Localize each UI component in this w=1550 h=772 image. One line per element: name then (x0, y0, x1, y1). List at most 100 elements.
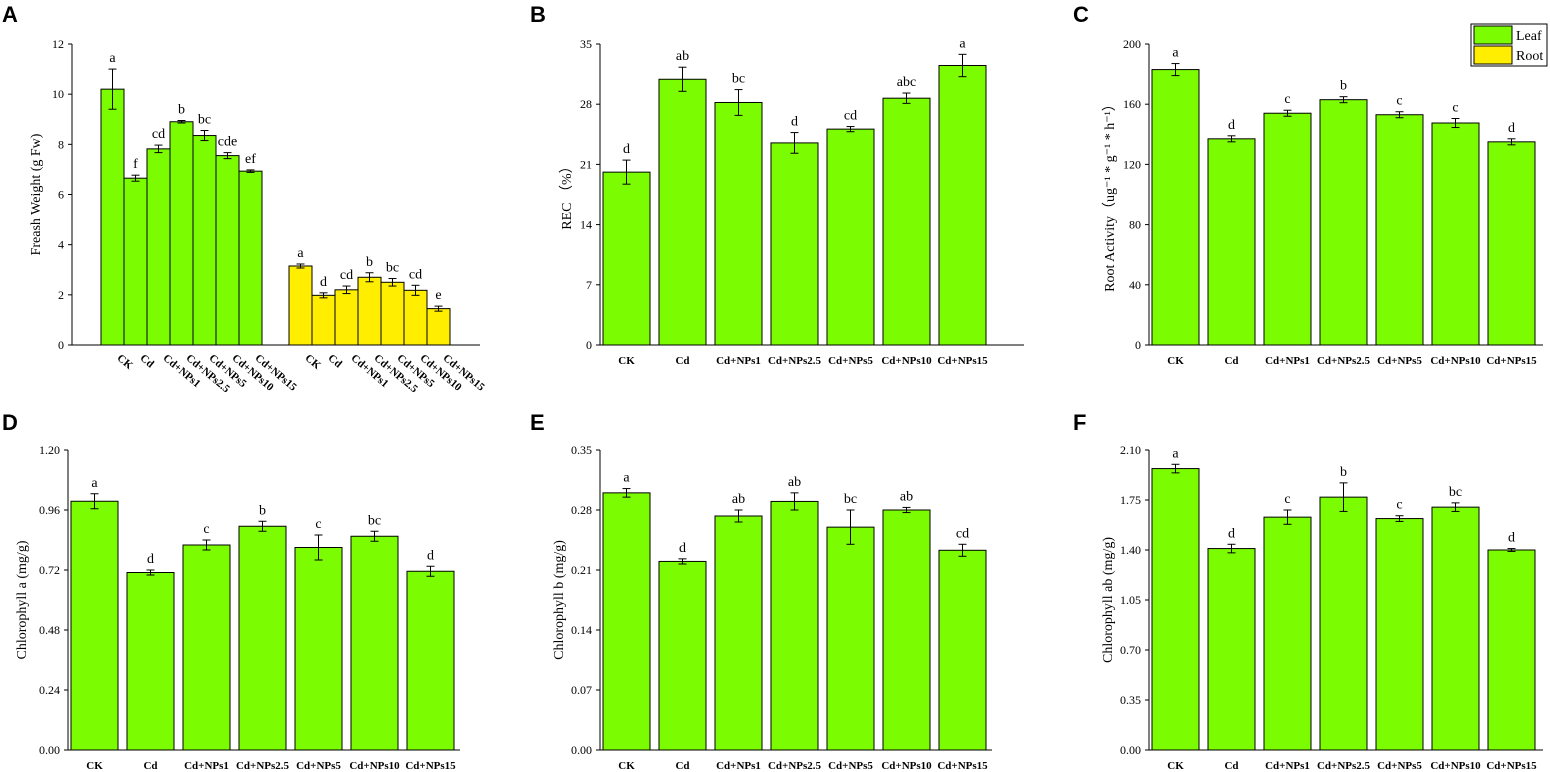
x-tick-label: Cd (143, 760, 157, 772)
x-tick-label: CK (86, 760, 103, 772)
x-tick-label: Cd+NPs5 (296, 760, 341, 772)
y-tick-label: 2.10 (1120, 443, 1141, 457)
bar (1375, 518, 1424, 751)
y-tick-label: 12 (52, 37, 64, 51)
y-tick-label: 0.28 (571, 503, 592, 517)
bar (1375, 114, 1424, 346)
significance-letter: c (1284, 492, 1290, 507)
x-tick-label: Cd (675, 355, 689, 367)
significance-letter: bc (1449, 485, 1462, 500)
x-tick-label: Cd+NPs2.5 (1317, 760, 1371, 772)
significance-letter: b (1340, 79, 1347, 94)
bar (123, 177, 148, 346)
y-tick-label: 0.72 (39, 563, 60, 577)
significance-letter: ab (900, 489, 913, 504)
x-tick-label: Cd+NPs5 (1377, 355, 1422, 367)
significance-letter: ef (245, 152, 256, 167)
x-tick-label: Cd+NPs15 (1486, 355, 1537, 367)
y-tick-label: 0.21 (571, 563, 592, 577)
x-tick-label: Cd (1224, 355, 1238, 367)
bar (70, 500, 119, 751)
x-tick-label: Cd+NPs2.5 (1317, 355, 1371, 367)
y-tick-label: 0.96 (39, 503, 60, 517)
panel-label: F (1073, 410, 1086, 435)
legend-swatch (1473, 25, 1513, 45)
bar (406, 570, 455, 751)
significance-letter: ab (788, 475, 801, 490)
x-tick-label: Cd (675, 760, 689, 772)
significance-letter: c (1452, 100, 1458, 115)
x-tick-label: Cd+NPs10 (349, 760, 400, 772)
series-leaf: aCKfCdcdCd+NPs1bCd+NPs2.5bcCd+NPs5cdeCd+… (100, 51, 299, 396)
significance-letter: ab (732, 492, 745, 507)
significance-letter: a (1172, 446, 1179, 461)
y-tick-label: 8 (58, 137, 64, 151)
legend: Leaf Root (1470, 23, 1548, 67)
x-tick-label: CK (303, 352, 324, 372)
x-tick-label: Cd+NPs10 (1430, 355, 1481, 367)
significance-letter: a (297, 246, 304, 261)
bar (1319, 99, 1368, 346)
panel-label: C (1073, 2, 1089, 27)
significance-letter: c (315, 517, 321, 532)
bar (1263, 516, 1312, 751)
x-tick-label: CK (115, 352, 136, 372)
series-root: aCKdCdcdCd+NPs1bCd+NPs2.5bcCd+NPs5cdCd+N… (288, 246, 487, 396)
chart-panel-d: 0.00 0.24 0.48 0.72 0.96 1.20 Chlorophyll a (m… (2, 410, 460, 772)
significance-letter: bc (386, 261, 399, 276)
y-tick-label: 0.00 (571, 743, 592, 757)
x-tick-label: Cd+NPs2.5 (768, 760, 822, 772)
x-tick-label: Cd+NPs15 (1486, 760, 1537, 772)
chart-panel-c: 0 40 80 120 160 200 Root Activity（ug⁻¹ * g⁻¹ *… (1073, 2, 1543, 367)
significance-letter: c (1284, 92, 1290, 107)
bar (334, 289, 359, 346)
significance-letter: cd (152, 127, 165, 142)
significance-letter: d (427, 548, 434, 563)
legend-label: Root (1516, 49, 1543, 64)
legend-label: Leaf (1516, 29, 1542, 44)
bar (350, 535, 399, 751)
y-tick-label: 1.20 (39, 443, 60, 457)
x-tick-label: CK (1167, 355, 1184, 367)
x-tick-label: Cd+NPs5 (1377, 760, 1422, 772)
bar (100, 88, 125, 346)
significance-letter: b (1340, 465, 1347, 480)
bar (1431, 122, 1480, 346)
bar (403, 289, 428, 346)
x-tick-label: Cd+NPs2.5 (236, 760, 290, 772)
significance-letter: a (109, 51, 116, 66)
x-tick-label: Cd+NPs15 (405, 760, 456, 772)
y-tick-label: 0.07 (571, 683, 592, 697)
x-tick-label: Cd+NPs15 (937, 760, 988, 772)
x-tick-label: Cd+NPs5 (828, 760, 873, 772)
significance-letter: d (1228, 118, 1235, 133)
bar (602, 171, 651, 346)
x-tick-label: Cd+NPs5 (828, 355, 873, 367)
bar (938, 65, 987, 346)
significance-letter: b (178, 103, 185, 118)
significance-letter: bc (198, 113, 211, 128)
y-tick-label: 120 (1123, 157, 1141, 171)
significance-letter: d (1228, 526, 1235, 541)
significance-letter: c (203, 522, 209, 537)
chart-panel-e: 0.00 0.07 0.14 0.21 0.28 0.35 Chlorophyll b (m… (530, 410, 992, 772)
y-tick-label: 0.35 (1120, 693, 1141, 707)
x-tick-label: CK (618, 760, 635, 772)
bar (1431, 506, 1480, 751)
x-tick-label: Cd (326, 352, 344, 370)
y-tick-label: 4 (58, 238, 64, 252)
bar (192, 135, 217, 346)
y-tick-label: 0 (1135, 338, 1141, 352)
significance-letter: d (1508, 531, 1515, 546)
significance-letter: cd (340, 268, 353, 283)
significance-letter: c (1396, 94, 1402, 109)
bar (380, 281, 405, 346)
y-tick-label: 200 (1123, 37, 1141, 51)
y-tick-label: 0.35 (571, 443, 592, 457)
bar (182, 544, 231, 751)
y-tick-label: 1.75 (1120, 493, 1141, 507)
x-tick-label: Cd+NPs10 (1430, 760, 1481, 772)
panel-label: D (2, 410, 18, 435)
y-axis-title: Freash Weight (g Fw) (29, 133, 44, 255)
